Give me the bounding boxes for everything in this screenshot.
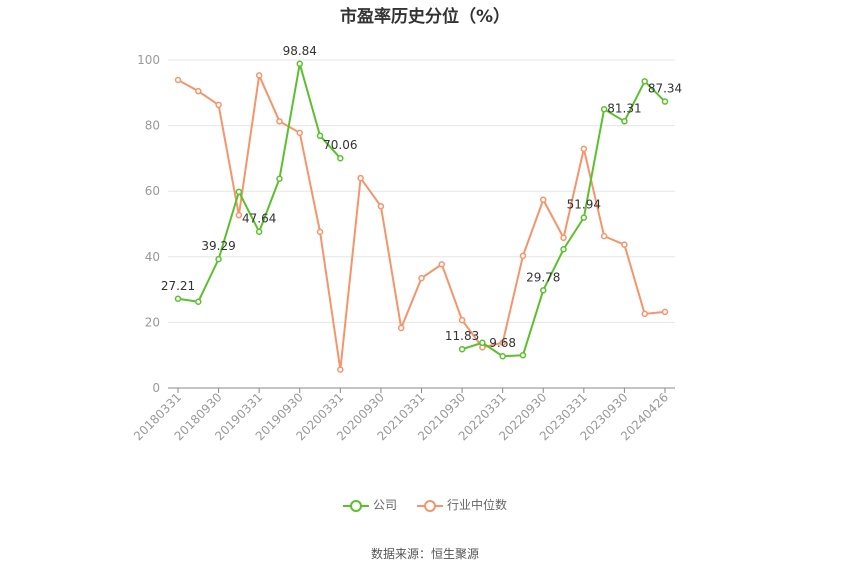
data-label: 51.94	[567, 198, 601, 212]
data-point	[296, 129, 303, 137]
data-point	[418, 274, 425, 282]
data-label: 39.29	[201, 239, 235, 253]
data-point	[479, 339, 486, 346]
data-point	[337, 366, 344, 373]
data-point	[641, 310, 648, 318]
data-point	[276, 175, 283, 182]
line-chart: 0204060801002018033120180930201903312019…	[131, 44, 682, 444]
data-point	[621, 118, 628, 125]
series-line	[177, 62, 342, 303]
data-point	[560, 234, 567, 242]
data-point	[600, 105, 608, 113]
data-point	[499, 352, 506, 360]
legend-item[interactable]: 行业中位数	[417, 496, 507, 513]
data-source: 数据来源：恒生聚源	[370, 547, 479, 561]
data-label: 98.84	[283, 44, 317, 58]
data-point	[397, 324, 405, 332]
data-point	[337, 154, 344, 162]
legend-label: 公司	[372, 498, 397, 512]
data-point	[316, 228, 324, 236]
data-point	[235, 188, 243, 196]
data-labels: 27.21 39.29 47.64 98.84 70.06 11.83 9.68 29.78 5…	[161, 44, 682, 350]
data-point	[600, 232, 608, 240]
y-tick-label: 60	[145, 184, 160, 198]
data-point	[377, 203, 385, 210]
chart-title: 市盈率历史分位（%）	[339, 7, 511, 27]
legend-label: 行业中位数	[447, 498, 508, 512]
y-tick-label: 20	[145, 315, 160, 329]
series-lines	[174, 60, 669, 373]
data-point	[458, 345, 466, 353]
data-label: 47.64	[242, 212, 276, 226]
data-point	[235, 211, 243, 219]
legend-item[interactable]: 公司	[342, 496, 397, 513]
data-point	[458, 316, 466, 324]
data-point	[316, 132, 324, 140]
data-point	[215, 101, 222, 109]
data-point	[174, 76, 182, 84]
data-point	[661, 308, 669, 316]
data-point	[255, 72, 263, 79]
series-line	[461, 80, 666, 358]
series-行业中位数	[174, 72, 669, 373]
data-point	[499, 339, 506, 346]
data-label: 70.06	[323, 138, 357, 152]
data-point	[519, 351, 527, 359]
legend-marker-icon	[417, 499, 443, 512]
grid-lines	[168, 59, 675, 323]
data-point	[195, 298, 202, 305]
data-point	[641, 78, 648, 85]
data-point	[540, 287, 547, 294]
data-label: 27.21	[161, 279, 195, 293]
data-point	[276, 118, 283, 125]
data-point	[621, 241, 628, 248]
data-label: 11.83	[445, 329, 479, 343]
data-point	[255, 228, 263, 235]
data-label: 29.78	[526, 270, 560, 284]
data-label: 87.34	[648, 82, 682, 96]
y-tick-label: 80	[145, 119, 160, 133]
data-point	[296, 60, 303, 68]
data-point	[438, 261, 446, 268]
data-point	[215, 255, 222, 263]
data-point	[357, 174, 364, 182]
data-label: 9.68	[489, 336, 516, 350]
legend: 公司 行业中位数	[0, 496, 850, 513]
data-point	[519, 252, 527, 260]
data-point	[560, 246, 567, 253]
data-point	[580, 214, 588, 221]
data-label: 81.31	[607, 101, 641, 115]
data-point	[174, 295, 182, 303]
series-公司	[174, 60, 669, 360]
y-tick-label: 100	[137, 53, 160, 67]
data-point	[540, 196, 547, 203]
legend-marker-icon	[342, 499, 369, 512]
y-tick-label: 40	[145, 250, 160, 264]
data-point	[661, 98, 669, 105]
y-tick-label: 0	[152, 381, 160, 395]
data-point	[195, 87, 202, 95]
data-point	[580, 145, 588, 153]
